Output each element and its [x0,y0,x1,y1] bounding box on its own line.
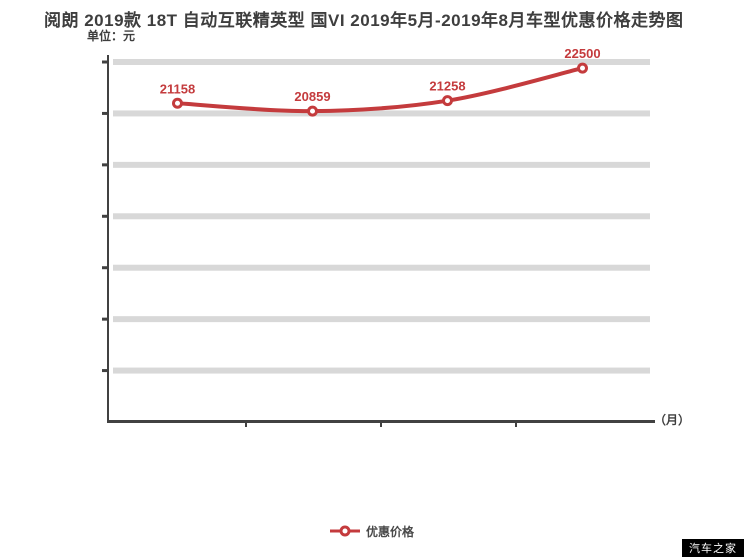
y-axis-tick [102,266,108,270]
x-axis-line [107,420,655,423]
chart-legend: 优惠价格 [0,521,744,541]
gridline [113,59,650,65]
gridline [113,213,650,220]
y-axis-tick [102,163,108,167]
point-value-label: 21258 [429,79,465,94]
data-point-dot-core [580,65,585,71]
x-axis-tick [245,423,247,427]
price-trend-line [177,66,583,114]
gridline [113,316,650,323]
gridline [113,367,650,374]
gridline [113,161,650,168]
x-axis-tick [380,423,382,427]
point-value-label: 22500 [564,46,600,61]
y-axis-tick [102,60,108,64]
y-axis-tick [102,111,108,115]
gridline [113,264,650,271]
watermark-badge: 汽车之家 [682,539,744,557]
data-point-dot-core [175,100,180,106]
legend-item-label: 优惠价格 [365,524,414,539]
x-axis-tick [515,423,517,427]
y-axis-tick [102,214,108,218]
data-point-dot-core [445,98,450,104]
chart-title: 阅朗 2019款 18T 自动互联精英型 国VI 2019年5月-2019年8月… [44,11,684,30]
y-axis-tick [102,369,108,373]
y-axis-line [107,55,109,422]
data-point-dot-core [310,108,315,114]
y-axis-unit-label: 单位：元 [87,29,136,43]
legend-line-dot-marker-icon [329,525,360,537]
x-axis-label: （月） [654,413,691,427]
point-value-label: 20859 [294,89,330,104]
gridline [113,110,650,117]
y-axis-tick [102,317,108,321]
point-value-label: 21158 [160,81,195,96]
